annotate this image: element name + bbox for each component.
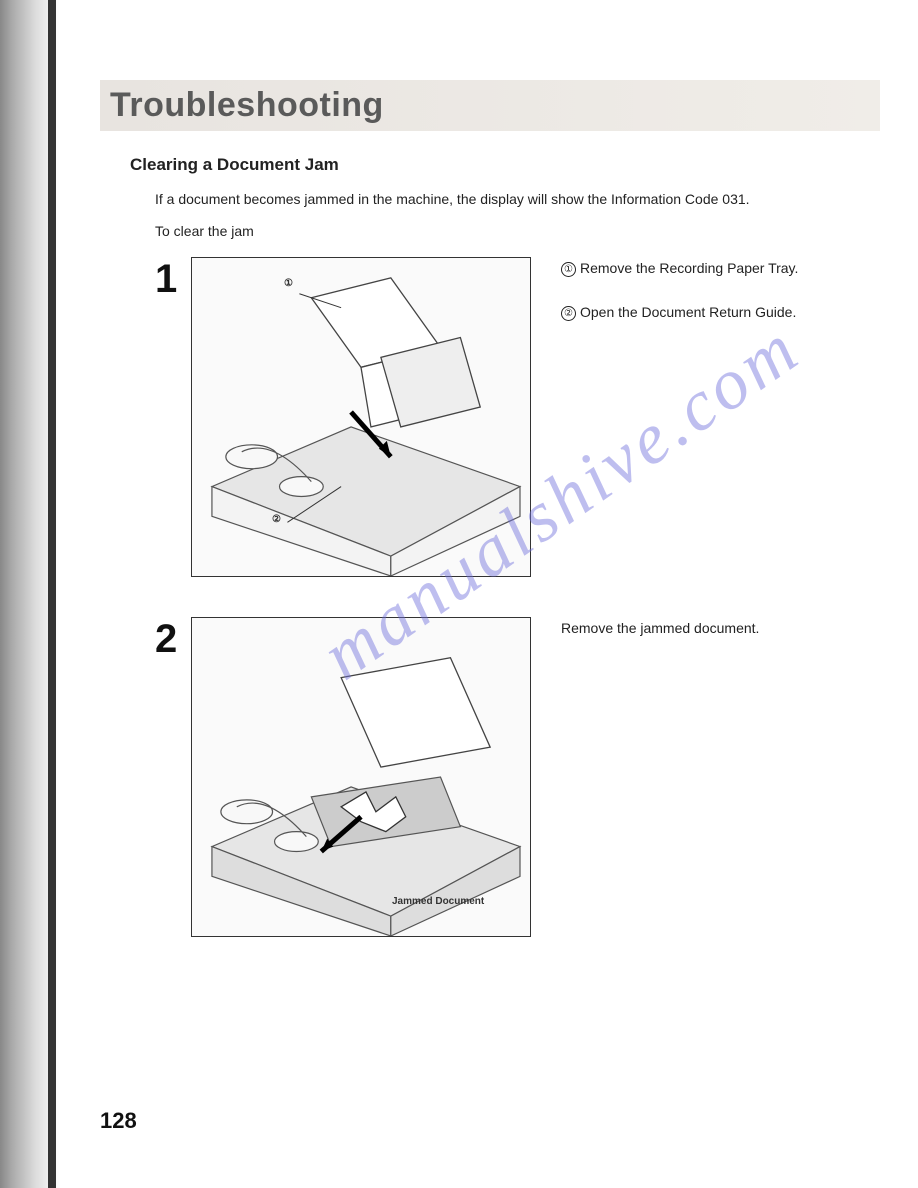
scan-spine (48, 0, 56, 1188)
title-bar: Troubleshooting (100, 80, 880, 131)
step-2: 2 (155, 617, 900, 937)
step-1: 1 (155, 257, 900, 577)
instruction-3: Remove the jammed document. (561, 617, 851, 639)
page-content: Troubleshooting Clearing a Document Jam … (100, 0, 900, 977)
instruction-1: ① Remove the Recording Paper Tray. (561, 257, 851, 279)
section-subtitle: Clearing a Document Jam (130, 155, 900, 175)
instruction-3-text: Remove the jammed document. (561, 620, 759, 636)
marker-icon: ② (561, 306, 576, 321)
callout-1: ① (284, 278, 293, 289)
page-number: 128 (100, 1108, 137, 1134)
instruction-2-text: Open the Document Return Guide. (580, 304, 796, 320)
lead-text: To clear the jam (155, 223, 900, 239)
page-title: Troubleshooting (110, 86, 870, 125)
step-2-text: Remove the jammed document. (561, 617, 851, 661)
marker-icon: ① (561, 262, 576, 277)
figure-1: ① ② (191, 257, 531, 577)
step-1-text: ① Remove the Recording Paper Tray. ② Open … (561, 257, 851, 346)
figure-1-svg (192, 258, 530, 576)
figure-2: Jammed Document (191, 617, 531, 937)
instruction-1-text: Remove the Recording Paper Tray. (580, 260, 798, 276)
figure-2-svg (192, 618, 530, 936)
instruction-2: ② Open the Document Return Guide. (561, 301, 851, 323)
step-number: 2 (155, 619, 191, 659)
callout-2: ② (272, 514, 281, 525)
step-number: 1 (155, 259, 191, 299)
intro-text: If a document becomes jammed in the mach… (155, 191, 900, 207)
figure-2-label: Jammed Document (392, 896, 484, 907)
